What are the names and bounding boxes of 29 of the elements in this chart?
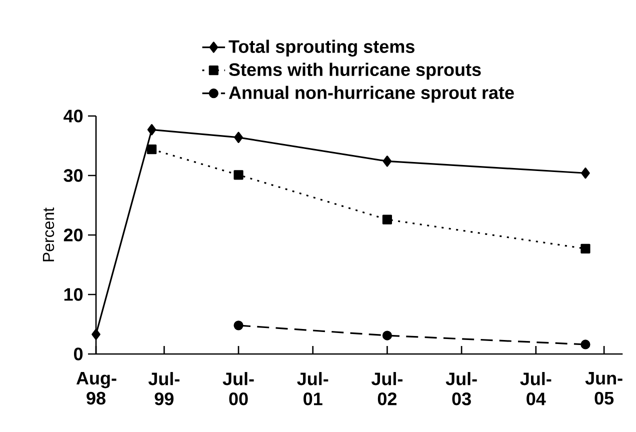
y-tick-label: 10 (64, 288, 83, 301)
point (382, 156, 392, 167)
x-tick-label: Jul-04 (520, 372, 552, 406)
y-tick-label: 0 (74, 348, 83, 360)
point (147, 124, 156, 136)
point (382, 330, 392, 340)
point (234, 132, 243, 144)
x-tick-label: Jul-03 (446, 372, 477, 406)
x-tick-label: Aug-98 (76, 372, 116, 405)
x-tick-label: Jul-01 (297, 372, 328, 406)
legend-label: Total sprouting stems (228, 40, 414, 57)
point (581, 168, 590, 179)
point (234, 320, 244, 330)
point (92, 328, 100, 340)
y-tick-label: 40 (64, 110, 83, 122)
x-tick-label: Jul-99 (148, 372, 180, 406)
point (146, 144, 157, 154)
legend-label: Stems with hurricane sprouts (229, 62, 481, 80)
y-tick-label: 20 (64, 228, 83, 242)
legend-label: Annual non-hurricane sprout rate (228, 86, 514, 103)
point (382, 214, 392, 224)
y-axis-title: Percent (42, 208, 54, 262)
x-tick-label: Jul-02 (371, 372, 402, 406)
point (580, 340, 590, 350)
point (234, 170, 244, 180)
y-tick-label: 30 (64, 169, 83, 182)
x-tick-label: Jun-05 (585, 372, 622, 405)
x-tick-label: Jul-00 (222, 372, 254, 406)
point (580, 244, 590, 254)
